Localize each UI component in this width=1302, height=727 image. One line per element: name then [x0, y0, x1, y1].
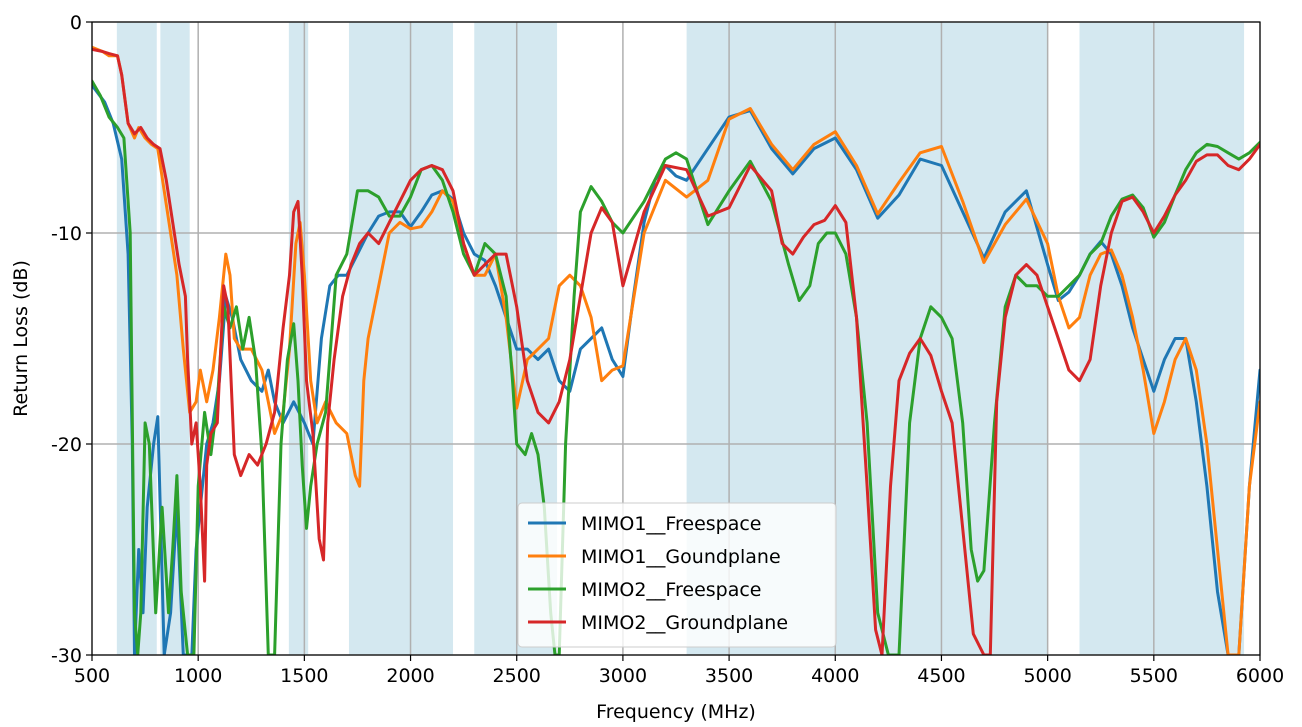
x-tick-label-3500: 3500	[705, 665, 753, 687]
legend-label-2: MIMO1__Goundplane	[581, 546, 781, 568]
x-tick-label-3000: 3000	[599, 665, 647, 687]
x-tick-label-500: 500	[74, 665, 110, 687]
legend-label-1: MIMO1__Freespace	[581, 513, 762, 535]
x-tick-label-4500: 4500	[917, 665, 965, 687]
y-tick-label-0: 0	[70, 12, 82, 34]
y-tick-label--20: -20	[51, 434, 82, 456]
y-tick-label--10: -10	[51, 223, 82, 245]
x-tick-label-1000: 1000	[174, 665, 222, 687]
shaded-band-3	[348, 22, 454, 655]
plot-frame	[91, 21, 1261, 656]
x-tick-label-5500: 5500	[1130, 665, 1178, 687]
legend: MIMO1__Freespace MIMO1__Goundplane MIMO2__…	[517, 502, 837, 648]
x-tick-label-4000: 4000	[811, 665, 859, 687]
y-tick-label--30: -30	[51, 645, 82, 667]
series-line-2	[92, 45, 1260, 655]
series-line-4	[92, 47, 1260, 655]
y-axis-label: Return Loss (dB)	[10, 260, 32, 417]
axis-ticks: 500 1000 1500 2000 2500 3000 3500 4000 4500 5000 5…	[51, 12, 1284, 687]
x-tick-label-5000: 5000	[1023, 665, 1071, 687]
shaded-band-0	[116, 22, 157, 655]
x-tick-label-1500: 1500	[280, 665, 328, 687]
x-tick-label-6000: 6000	[1236, 665, 1284, 687]
legend-label-3: MIMO2__Freespace	[581, 579, 762, 601]
legend-box	[517, 502, 837, 648]
x-tick-label-2500: 2500	[493, 665, 541, 687]
legend-label-4: MIMO2__Groundplane	[581, 612, 788, 634]
x-axis-label: Frequency (MHz)	[596, 701, 756, 723]
x-tick-label-2000: 2000	[386, 665, 434, 687]
